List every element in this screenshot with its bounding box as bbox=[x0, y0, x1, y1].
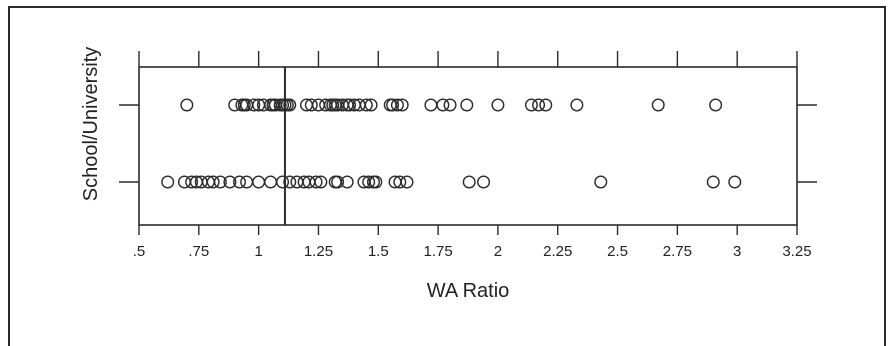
x-tick-label: 3.25 bbox=[782, 243, 811, 260]
data-point bbox=[728, 175, 742, 189]
data-point bbox=[400, 175, 414, 189]
x-tick-label: 1 bbox=[254, 243, 262, 260]
data-point bbox=[539, 98, 553, 112]
data-point bbox=[213, 175, 227, 189]
plot-area bbox=[138, 66, 798, 226]
data-point bbox=[283, 175, 297, 189]
x-tick-label: 1.25 bbox=[304, 243, 333, 260]
data-point bbox=[460, 98, 474, 112]
data-point bbox=[706, 175, 720, 189]
data-point bbox=[240, 175, 254, 189]
data-point bbox=[651, 98, 665, 112]
data-point bbox=[436, 98, 450, 112]
data-point bbox=[309, 175, 323, 189]
data-point bbox=[477, 175, 491, 189]
data-point bbox=[223, 175, 237, 189]
data-point bbox=[443, 98, 457, 112]
data-point bbox=[570, 98, 584, 112]
x-tick-label: 2.25 bbox=[543, 243, 572, 260]
x-tick-label: .5 bbox=[133, 243, 146, 260]
data-point bbox=[232, 175, 246, 189]
data-point bbox=[343, 98, 357, 112]
data-point bbox=[252, 175, 266, 189]
data-points bbox=[161, 98, 742, 189]
data-point bbox=[180, 98, 194, 112]
data-point bbox=[359, 98, 373, 112]
data-point bbox=[304, 98, 318, 112]
data-point bbox=[390, 98, 404, 112]
data-point bbox=[393, 175, 407, 189]
x-tick-label: 2 bbox=[494, 243, 502, 260]
data-point bbox=[340, 175, 354, 189]
x-tick-label: 3 bbox=[733, 243, 741, 260]
x-tick-label: 2.5 bbox=[607, 243, 628, 260]
data-point bbox=[462, 175, 476, 189]
data-point bbox=[247, 98, 261, 112]
data-point bbox=[264, 175, 278, 189]
plot-box bbox=[138, 66, 798, 226]
data-point bbox=[185, 175, 199, 189]
data-point bbox=[276, 175, 290, 189]
data-point bbox=[532, 98, 546, 112]
x-tick-label: 1.5 bbox=[368, 243, 389, 260]
data-point bbox=[524, 98, 538, 112]
data-point bbox=[314, 175, 328, 189]
data-point bbox=[206, 175, 220, 189]
data-point bbox=[161, 175, 175, 189]
data-point bbox=[709, 98, 723, 112]
data-point bbox=[331, 175, 345, 189]
data-point bbox=[395, 98, 409, 112]
x-axis-title: WA Ratio bbox=[427, 280, 510, 302]
data-point bbox=[283, 98, 297, 112]
data-point bbox=[594, 175, 608, 189]
data-point bbox=[491, 98, 505, 112]
x-tick-label: 1.75 bbox=[423, 243, 452, 260]
strip-chart: .5 .75 1 1.25 1.5 1.75 2 2.25 2.5 2.75 3 3.25 WA Ra… bbox=[80, 47, 817, 302]
data-point bbox=[386, 98, 400, 112]
figure-frame bbox=[8, 6, 886, 346]
x-axis: .5 .75 1 1.25 1.5 1.75 2 2.25 2.5 2.75 3 3.25 bbox=[119, 51, 817, 260]
data-point bbox=[364, 98, 378, 112]
y-axis-title: School/University bbox=[80, 47, 102, 202]
x-tick-label: 2.75 bbox=[663, 243, 692, 260]
data-point bbox=[424, 98, 438, 112]
data-point bbox=[369, 175, 383, 189]
x-tick-label: .75 bbox=[188, 243, 209, 260]
data-point bbox=[362, 175, 376, 189]
